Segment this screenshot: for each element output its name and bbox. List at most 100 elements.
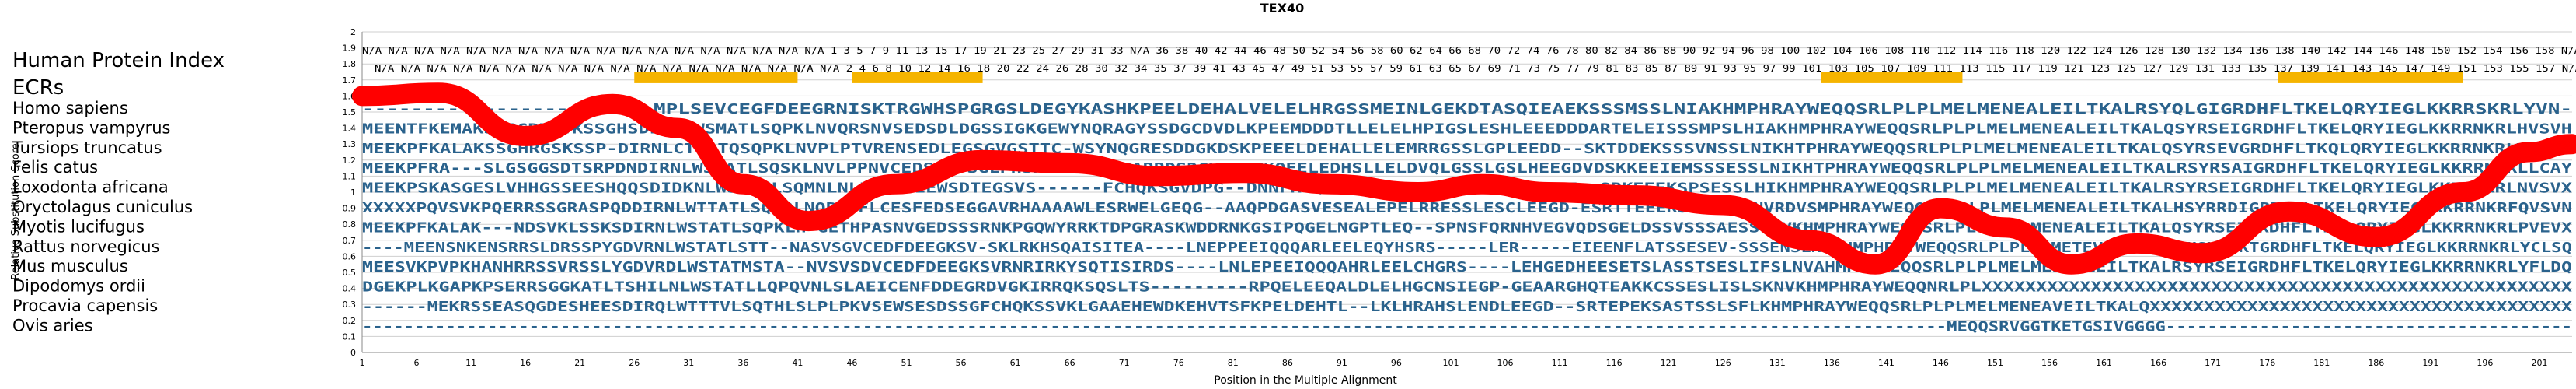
species-sequence: DGEKPLKGAPKPSERRSGGKATLTSHILNLWSTATLLQPQ… bbox=[362, 279, 2572, 296]
x-tick-label: 36 bbox=[737, 358, 748, 368]
species-sequence: MEEKPFRA---SLGSGGSDTSRPDNDIRNLWSTATLSQSK… bbox=[362, 160, 2572, 177]
x-tick-label: 176 bbox=[2259, 358, 2275, 368]
score-line bbox=[352, 82, 2576, 275]
score-line-path bbox=[352, 82, 2576, 275]
y-tick-label: 1.8 bbox=[343, 59, 357, 69]
x-tick-label: 81 bbox=[1228, 358, 1239, 368]
x-tick-label: 106 bbox=[1497, 358, 1514, 368]
x-tick-label: 76 bbox=[1173, 358, 1184, 368]
x-tick-label: 131 bbox=[1769, 358, 1786, 368]
y-tick-label: 0.1 bbox=[343, 331, 357, 342]
species-name: Pteropus vampyrus bbox=[12, 118, 171, 137]
y-tick-label: 0.5 bbox=[343, 268, 357, 278]
x-tick-label: 146 bbox=[1933, 358, 1949, 368]
y-tick-label: 1.2 bbox=[343, 156, 357, 166]
x-tick-label: 121 bbox=[1661, 358, 1677, 368]
x-tick-label: 136 bbox=[1824, 358, 1840, 368]
x-tick-label: 16 bbox=[520, 358, 531, 368]
y-tick-label: 1 bbox=[350, 187, 356, 198]
species-name: Loxodonta africana bbox=[12, 178, 169, 197]
x-tick-label: 201 bbox=[2531, 358, 2547, 368]
x-tick-label: 71 bbox=[1119, 358, 1130, 368]
human-index-row-top: N/A N/A N/A N/A N/A N/A N/A N/A N/A N/A … bbox=[362, 44, 2576, 56]
x-tick-label: 166 bbox=[2150, 358, 2166, 368]
species-sequence: MEENTFKEMAKSSGCRNSVKSSGHSDIRNLWSMATLSQPK… bbox=[362, 121, 2572, 137]
x-tick-label: 31 bbox=[683, 358, 694, 368]
y-tick-label: 0.8 bbox=[343, 219, 357, 230]
species-sequence: MEEKPFKALAKSSGHRGSKSSP-DIRNLCTTATQSQPKLN… bbox=[362, 141, 2572, 157]
species-name: Myotis lucifugus bbox=[12, 217, 145, 236]
ecr-bar bbox=[1821, 72, 1963, 83]
x-tick-label: 51 bbox=[901, 358, 912, 368]
species-sequence: ----MEENSNKENSRRSLDRSSPYGDVRNLWSTATLSTT-… bbox=[362, 240, 2572, 256]
x-tick-label: 101 bbox=[1442, 358, 1459, 368]
x-tick-label: 126 bbox=[1715, 358, 1731, 368]
y-tick-label: 1.3 bbox=[343, 139, 357, 149]
y-tick-label: 1.5 bbox=[343, 107, 357, 117]
x-tick-label: 151 bbox=[1987, 358, 2003, 368]
x-tick-label: 11 bbox=[465, 358, 476, 368]
x-tick-label: 171 bbox=[2205, 358, 2221, 368]
human-index-label: Human Protein Index bbox=[12, 49, 225, 72]
ecr-bar bbox=[852, 72, 983, 83]
x-tick-label: 6 bbox=[414, 358, 420, 368]
species-alignment: Homo sapiens ------------------------MPLS… bbox=[12, 99, 2572, 335]
y-tick-label: 0.3 bbox=[343, 300, 357, 310]
species-name: Rattus norvegicus bbox=[12, 237, 160, 256]
x-tick-label: 86 bbox=[1282, 358, 1293, 368]
species-name: Felis catus bbox=[12, 158, 98, 177]
species-sequence: XXXXXPQVSVKPQERRSSGRASPQDDIRNLWTTATLSQSQ… bbox=[362, 200, 2572, 216]
species-sequence: MEESVKPVPKHANHRRSSVRSSLYGDVRDLWSTATMSTA-… bbox=[362, 259, 2572, 275]
y-axis: 0 0.1 0.2 0.3 0.4 0.5 0.6 0.7 0.8 0.9 1 1.1 1.2 1.3 1.… bbox=[343, 27, 363, 358]
y-tick-label: 0 bbox=[350, 348, 356, 358]
y-tick-label: 1.1 bbox=[343, 171, 357, 181]
x-tick-label: 61 bbox=[1010, 358, 1021, 368]
x-axis-label: Position in the Multiple Alignment bbox=[1214, 374, 1397, 387]
x-tick-label: 141 bbox=[1878, 358, 1895, 368]
y-tick-label: 2 bbox=[350, 27, 356, 37]
x-tick-label: 91 bbox=[1337, 358, 1347, 368]
species-name: Tursiops truncatus bbox=[12, 138, 162, 157]
x-axis: 1 6 11 16 21 26 31 36 41 46 51 56 61 66 71 76 81 86 91 96 10… bbox=[360, 352, 2572, 368]
species-sequence: ------MEKRSSEASQGDESHEESDIRQLWTTTVLSQTHL… bbox=[362, 299, 2572, 315]
x-tick-label: 186 bbox=[2368, 358, 2384, 368]
x-tick-label: 46 bbox=[846, 358, 857, 368]
y-tick-label: 0.2 bbox=[343, 316, 357, 326]
x-tick-label: 26 bbox=[629, 358, 640, 368]
y-tick-label: 0.7 bbox=[343, 236, 357, 246]
x-tick-label: 191 bbox=[2422, 358, 2438, 368]
ecr-bars bbox=[634, 72, 2463, 83]
x-tick-label: 111 bbox=[1552, 358, 1568, 368]
species-sequence: ----------------------------------------… bbox=[362, 318, 2572, 335]
ecr-label: ECRs bbox=[12, 76, 64, 100]
y-tick-label: 1.4 bbox=[343, 124, 357, 134]
ecr-bar bbox=[2278, 72, 2463, 83]
species-name: Mus musculus bbox=[12, 257, 128, 275]
y-tick-label: 0.4 bbox=[343, 284, 357, 294]
x-tick-label: 41 bbox=[792, 358, 803, 368]
species-name: Oryctolagus cuniculus bbox=[12, 198, 193, 216]
x-tick-label: 21 bbox=[574, 358, 585, 368]
species-sequence: ------------------------MPLSEVCEGFDEEGRN… bbox=[362, 101, 2572, 117]
species-name: Dipodomys ordii bbox=[12, 277, 145, 296]
chart-title: TEX40 bbox=[1260, 1, 1304, 16]
y-tick-label: 1.7 bbox=[343, 75, 357, 86]
species-name: Homo sapiens bbox=[12, 99, 128, 117]
x-tick-label: 156 bbox=[2041, 358, 2058, 368]
x-tick-label: 56 bbox=[956, 358, 967, 368]
y-tick-label: 0.9 bbox=[343, 204, 357, 214]
ecr-bar bbox=[634, 72, 798, 83]
y-tick-label: 0.6 bbox=[343, 251, 357, 261]
x-tick-label: 196 bbox=[2477, 358, 2493, 368]
y-axis-label: Relative Substitution Score bbox=[10, 143, 22, 280]
x-tick-label: 116 bbox=[1606, 358, 1623, 368]
y-tick-label: 1.9 bbox=[343, 44, 357, 54]
species-name: Ovis aries bbox=[12, 316, 93, 335]
x-tick-label: 96 bbox=[1391, 358, 1402, 368]
species-name: Procavia capensis bbox=[12, 296, 158, 315]
human-index-row-bottom: N/A N/A N/A N/A N/A N/A N/A N/A N/A N/A … bbox=[375, 62, 2576, 74]
x-tick-label: 1 bbox=[360, 358, 365, 368]
x-tick-label: 161 bbox=[2096, 358, 2112, 368]
